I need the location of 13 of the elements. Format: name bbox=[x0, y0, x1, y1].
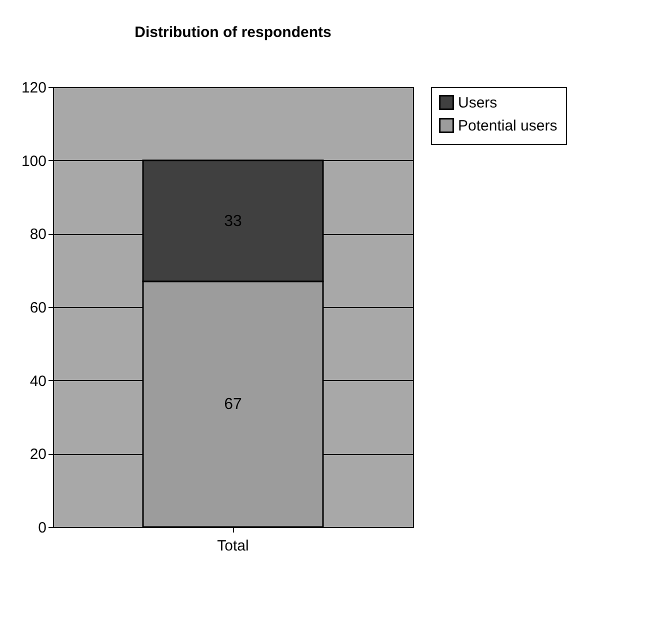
y-tick-label: 0 bbox=[38, 520, 46, 536]
y-tick-label: 60 bbox=[30, 300, 46, 316]
legend-label: Users bbox=[458, 94, 498, 112]
data-label: 33 bbox=[224, 212, 242, 230]
x-tick-label: Total bbox=[217, 538, 249, 554]
data-label: 67 bbox=[224, 396, 242, 414]
y-tick-label: 120 bbox=[21, 80, 46, 96]
y-tick-label: 100 bbox=[21, 152, 46, 170]
legend-label: Potential users bbox=[458, 118, 558, 134]
chart-title: Distribution of respondents bbox=[134, 24, 332, 41]
y-tick-label: 80 bbox=[30, 226, 46, 244]
y-tick-label: 20 bbox=[30, 446, 46, 464]
y-tick-label: 40 bbox=[30, 372, 46, 390]
